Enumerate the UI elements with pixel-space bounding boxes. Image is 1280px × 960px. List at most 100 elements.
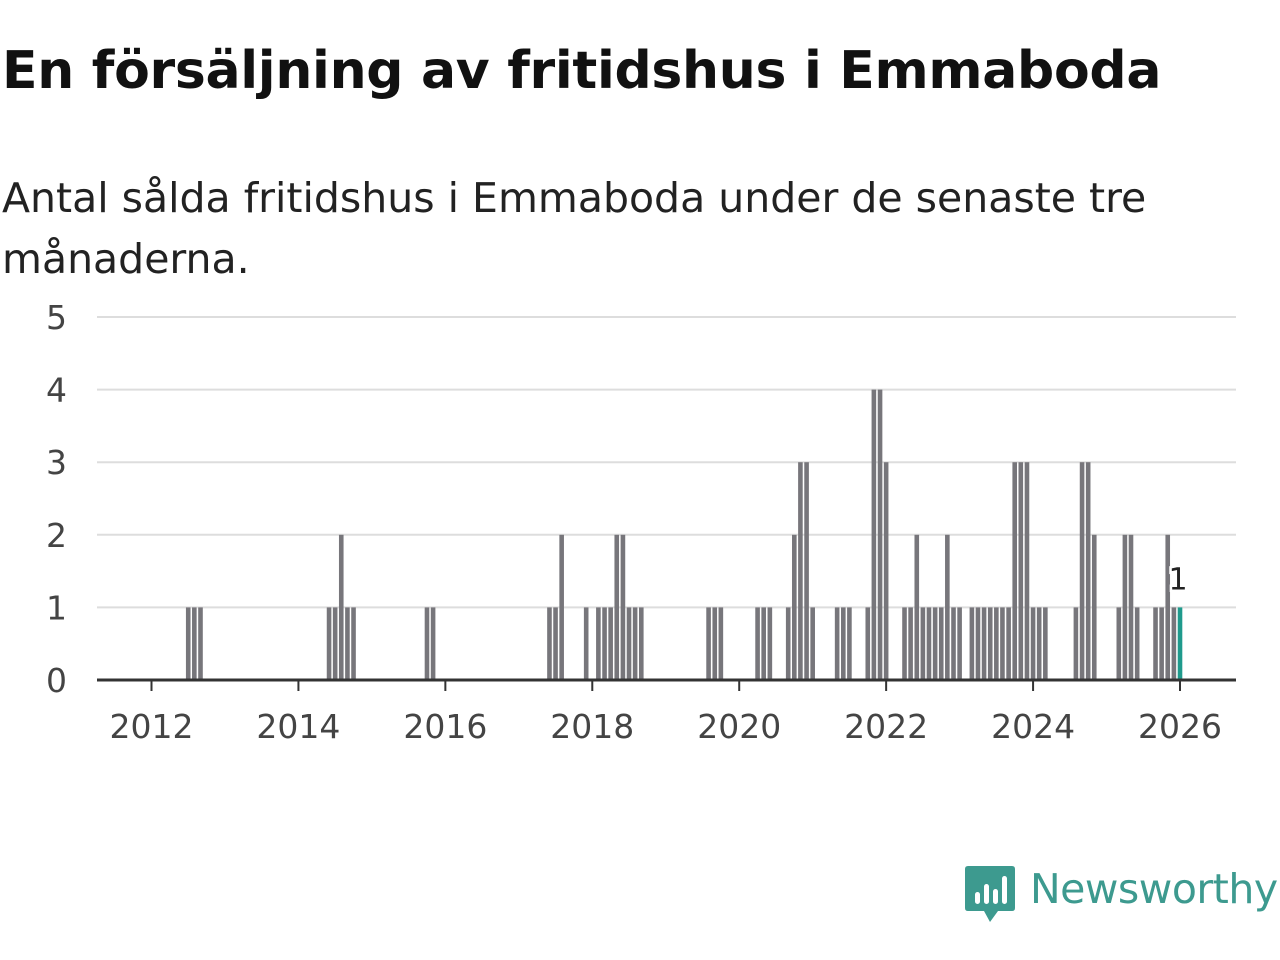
bar: [926, 607, 932, 680]
chart-title: En försäljning av fritidshus i Emmaboda: [2, 41, 1162, 101]
bar: [920, 607, 926, 680]
bar: [871, 389, 877, 680]
bar: [1159, 607, 1164, 680]
bar: [798, 462, 803, 680]
x-axis-ticks: 2012 2014 2016 2018 2020 2022 2024 2026: [110, 680, 1222, 746]
bar: [608, 607, 613, 680]
bar: [1000, 607, 1005, 680]
bar: [945, 534, 950, 680]
bar: [706, 607, 711, 680]
bar: [847, 607, 852, 680]
bar: [914, 534, 920, 680]
bar: [1128, 534, 1134, 680]
bar: [957, 607, 962, 680]
bar: [969, 607, 975, 680]
bar: [761, 607, 766, 680]
x-tick-label: 2020: [697, 707, 781, 746]
bar: [767, 607, 773, 680]
bar: [430, 607, 436, 680]
bar: [547, 607, 552, 680]
bar: [1134, 607, 1140, 680]
brand-name: Newsworthy: [1030, 865, 1278, 913]
bar: [602, 607, 607, 680]
bar: [1036, 607, 1042, 680]
bar: [902, 607, 907, 680]
bar: [192, 607, 197, 680]
bar: [908, 607, 913, 680]
bar: [1116, 607, 1122, 680]
x-tick-label: 2018: [550, 707, 634, 746]
x-tick-label: 2016: [403, 707, 487, 746]
y-tick-label: 1: [46, 588, 67, 627]
y-tick-label: 0: [46, 661, 67, 700]
bar: [351, 607, 356, 680]
bar: [332, 607, 338, 680]
gridlines: [97, 316, 1236, 609]
bar: [185, 607, 191, 680]
data-label: 1: [1168, 562, 1187, 597]
bar: [338, 534, 344, 680]
bar: [975, 607, 981, 680]
bar: [1085, 462, 1091, 680]
bar: [1079, 462, 1085, 680]
x-tick-label: 2014: [256, 707, 340, 746]
bar: [718, 607, 724, 680]
bar: [841, 607, 846, 680]
bar: [792, 534, 797, 680]
chart-subtitle: Antal sålda fritidshus i Emmaboda under …: [2, 174, 1147, 283]
bar: [883, 462, 889, 680]
bar: [553, 607, 558, 680]
bar: [424, 607, 430, 680]
x-tick-label: 2024: [991, 707, 1075, 746]
bar: [987, 607, 993, 680]
x-tick-label: 2012: [110, 707, 194, 746]
bar: [810, 607, 815, 680]
x-tick-label: 2026: [1138, 707, 1222, 746]
y-tick-label: 5: [46, 298, 67, 337]
annotations: 1: [1166, 560, 1190, 600]
bar: [994, 607, 999, 680]
bar: [1043, 607, 1048, 680]
bar: [1153, 607, 1158, 680]
bar: [620, 534, 626, 680]
bar: [1073, 607, 1079, 680]
newsworthy-brand: Newsworthy: [964, 864, 1278, 926]
bar: [559, 534, 564, 680]
bar: [785, 607, 791, 680]
bar: [1030, 607, 1036, 680]
bar: [632, 607, 638, 680]
bar: [1012, 462, 1018, 680]
bar: [198, 607, 203, 680]
bar: [614, 534, 620, 680]
bar: [1091, 534, 1097, 680]
bar: [345, 607, 350, 680]
bar: [932, 607, 938, 680]
bar: [1165, 534, 1171, 680]
bar: [804, 462, 809, 680]
bar: [951, 607, 956, 680]
bar: [981, 607, 987, 680]
newsworthy-logo-icon: [965, 866, 1015, 922]
y-axis-ticks: 0 1 2 3 4 5: [46, 298, 67, 700]
bar: [583, 607, 589, 680]
bar-latest: [1177, 607, 1183, 680]
bar: [834, 607, 840, 680]
bar: [1171, 607, 1177, 680]
bar: [1006, 607, 1011, 680]
y-tick-label: 3: [46, 443, 67, 482]
y-tick-label: 4: [46, 371, 67, 410]
bar: [865, 607, 871, 680]
bar: [1018, 462, 1024, 680]
bar: [326, 607, 332, 680]
x-tick-label: 2022: [844, 707, 928, 746]
bar: [638, 607, 644, 680]
bar: [596, 607, 601, 680]
bar: [877, 389, 883, 680]
bar: [1122, 534, 1128, 680]
bars: [185, 389, 1183, 680]
y-tick-label: 2: [46, 516, 67, 555]
bar: [755, 607, 760, 680]
bar: [626, 607, 632, 680]
bar: [1024, 462, 1030, 680]
